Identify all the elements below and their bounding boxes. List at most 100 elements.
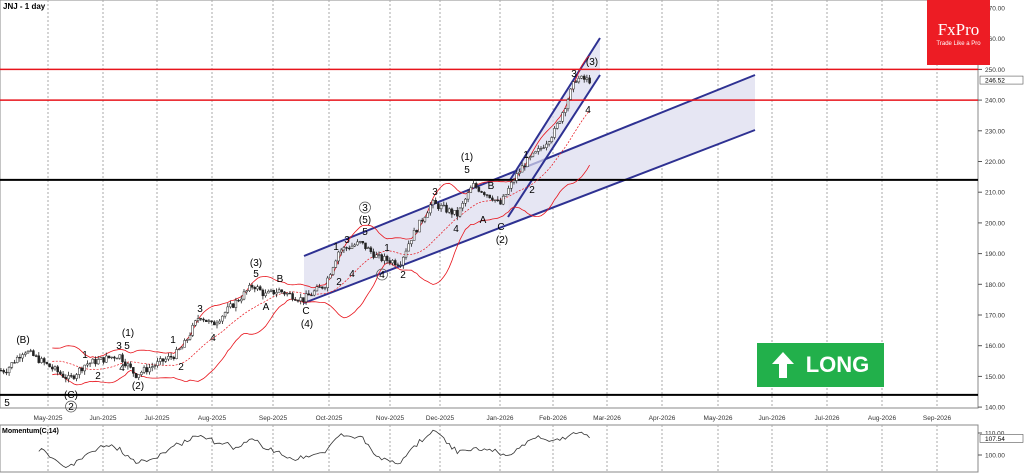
price-bar-body: [86, 363, 89, 366]
price-bar-body: [102, 357, 105, 363]
price-bar: [423, 216, 427, 224]
price-bar-body: [250, 285, 254, 288]
price-bar: [474, 181, 478, 189]
price-bar-body: [261, 289, 265, 297]
price-bar-body: [553, 128, 556, 138]
price-bar-body: [466, 192, 470, 200]
price-bar: [137, 374, 140, 381]
price-bar-body: [396, 264, 400, 266]
price-bar: [126, 362, 130, 370]
price-bar: [51, 364, 54, 372]
price-bar: [15, 355, 19, 364]
price-bar-body: [569, 88, 572, 100]
price-bar: [177, 348, 181, 351]
price-bar: [296, 299, 300, 303]
price-bar-body: [245, 290, 248, 293]
price-bar: [229, 300, 232, 309]
x-tick-label: Aug-2026: [868, 415, 897, 422]
wave-label: B: [277, 274, 284, 285]
momentum-title: Momentum(C,14): [2, 428, 59, 435]
price-bar: [420, 217, 424, 224]
wave-label: (1): [461, 152, 473, 163]
price-bar: [539, 146, 543, 152]
price-bar-body: [429, 204, 432, 214]
price-bar: [372, 248, 375, 260]
price-bar-body: [177, 348, 181, 351]
price-bar: [280, 289, 284, 294]
price-bar-body: [213, 321, 216, 326]
price-bar: [553, 126, 556, 140]
price-bar-body: [88, 362, 92, 365]
steep-channel-lower-line: [507, 74, 601, 218]
price-bar: [167, 353, 170, 362]
wave-label: (3): [586, 57, 598, 68]
price-bar: [264, 289, 267, 298]
price-bar-body: [169, 356, 173, 358]
price-bar: [42, 356, 46, 366]
price-bar: [412, 227, 416, 241]
price-bar: [272, 289, 275, 296]
price-bar-body: [199, 318, 203, 320]
price-bar-body: [267, 291, 270, 294]
wave-label: 3: [197, 304, 203, 315]
price-bar: [258, 285, 262, 291]
wave-label: A: [263, 302, 270, 313]
price-bar-body: [110, 356, 113, 359]
price-bar-body: [140, 372, 143, 375]
wave-label-circle: [376, 268, 388, 281]
price-bar-body: [402, 256, 405, 266]
price-bar: [156, 357, 159, 368]
y-tick-label: 260.00: [985, 36, 1005, 43]
price-bar: [245, 290, 248, 295]
price-bar-body: [323, 287, 327, 289]
price-bar-body: [356, 241, 359, 246]
price-bar: [194, 319, 197, 327]
price-bar-body: [37, 355, 41, 363]
bollinger-upper-band: [52, 55, 590, 359]
price-bar-body: [537, 148, 540, 152]
wave-label: 4: [119, 363, 125, 374]
wave-label: 2: [400, 270, 406, 281]
price-bar: [299, 293, 302, 305]
price-bar: [45, 361, 49, 365]
price-bar-body: [51, 366, 54, 370]
price-bar: [510, 179, 513, 192]
price-bar-body: [167, 356, 170, 360]
price-bar: [40, 356, 43, 364]
price-bar-body: [423, 217, 427, 222]
x-tick-label: Jun-2025: [89, 415, 116, 422]
price-bar-body: [283, 291, 286, 295]
price-bar: [72, 374, 76, 380]
price-bar: [48, 363, 51, 368]
price-bar-body: [269, 289, 273, 292]
price-bar-body: [34, 355, 38, 357]
price-bar: [64, 374, 68, 383]
price-bar: [523, 163, 527, 171]
price-bar-body: [180, 347, 184, 350]
price-bar: [345, 246, 348, 252]
price-bar: [5, 368, 8, 376]
price-bar-body: [207, 320, 211, 322]
price-bar-body: [42, 358, 46, 363]
price-bar: [555, 121, 559, 130]
price-bar: [213, 320, 216, 326]
price-bar: [488, 194, 491, 199]
x-tick-label: Jul-2025: [145, 415, 170, 422]
price-bar: [307, 290, 311, 296]
price-bar-body: [321, 286, 324, 289]
wave-label: 4: [379, 270, 385, 281]
price-bar-body: [221, 315, 224, 322]
price-bar: [323, 286, 327, 291]
price-bar: [18, 353, 22, 362]
wave-label: 5: [253, 269, 259, 280]
price-bar-body: [45, 362, 49, 364]
y-tick-label: 200.00: [985, 220, 1005, 227]
wave-label: (4): [301, 319, 313, 330]
price-bar: [429, 202, 432, 216]
price-bar-body: [585, 77, 589, 80]
price-bar-body: [210, 320, 213, 323]
price-bar-body: [264, 292, 267, 297]
price-bar-body: [315, 286, 319, 292]
price-bar-body: [312, 290, 316, 296]
